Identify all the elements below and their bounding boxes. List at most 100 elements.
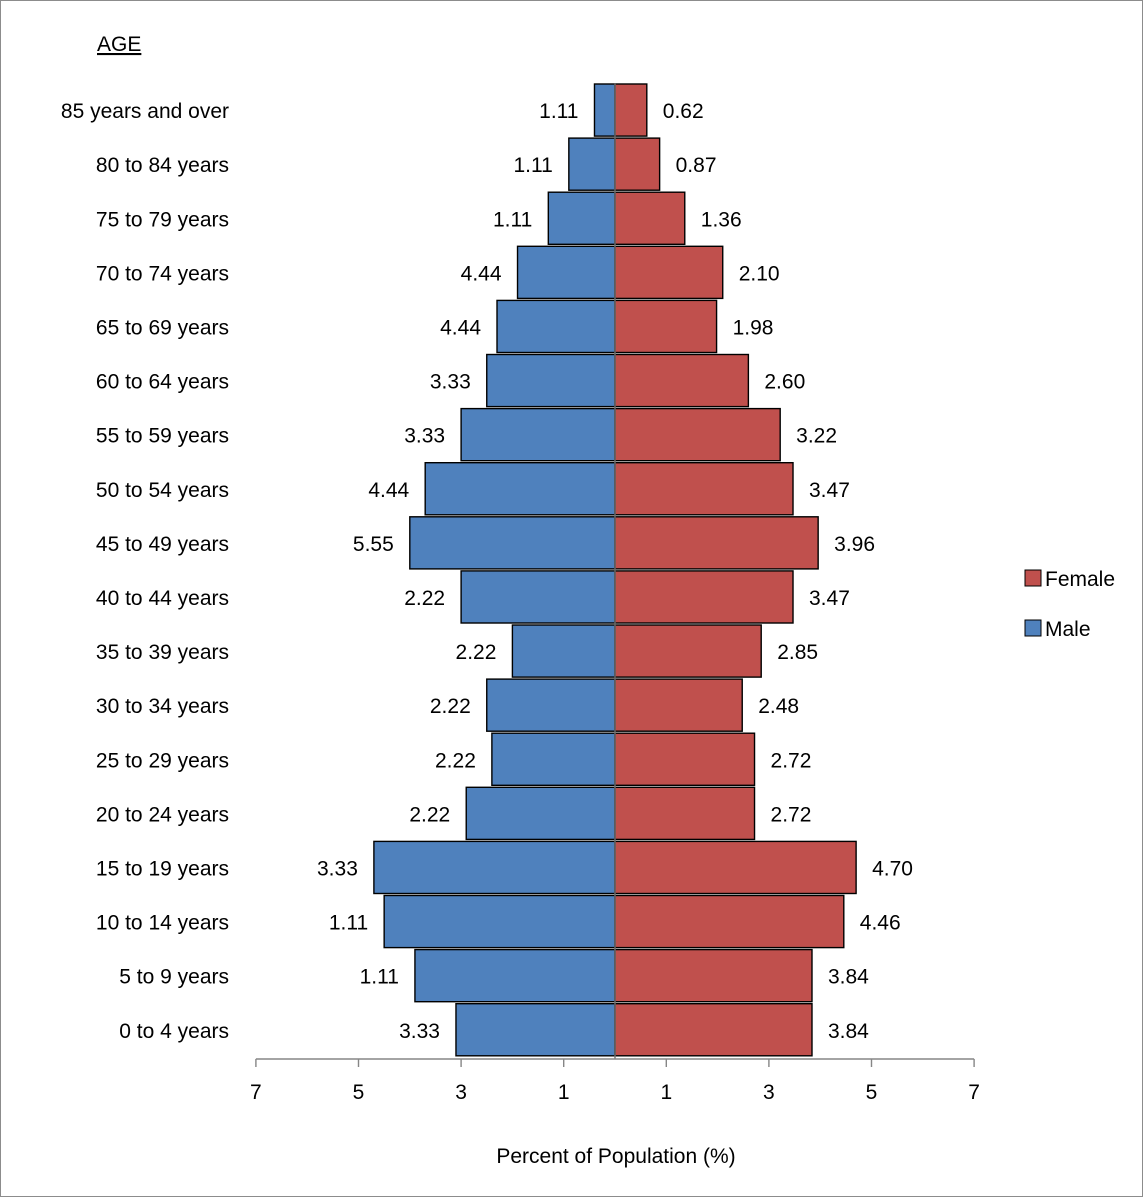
female-bar: [614, 948, 813, 1003]
male-value-label: 2.22: [409, 803, 450, 826]
male-bar: [424, 462, 616, 516]
age-row: 30 to 34 years 2.22 2.48: [96, 678, 799, 732]
age-row: 35 to 39 years 2.22 2.85: [96, 624, 818, 678]
female-bar: [614, 245, 724, 300]
female-value-label: 3.96: [834, 533, 875, 556]
age-group-label: 85 years and over: [61, 100, 229, 123]
female-bar: [614, 462, 794, 516]
female-bar: [614, 516, 819, 570]
female-bar: [614, 191, 686, 245]
male-value-label: 5.55: [353, 533, 394, 556]
male-value-label: 3.33: [317, 857, 358, 880]
age-group-label: 30 to 34 years: [96, 695, 229, 718]
x-tick-label: 1: [558, 1081, 570, 1104]
male-value-label: 4.44: [461, 262, 502, 285]
male-value-label: 2.22: [435, 749, 476, 772]
age-row: 60 to 64 years 3.33 2.60: [96, 353, 805, 408]
age-row: 10 to 14 years 1.11 4.46: [96, 894, 901, 949]
female-bar: [614, 678, 743, 732]
legend-swatch: [1024, 619, 1042, 637]
age-row: 20 to 24 years 2.22 2.72: [96, 786, 812, 841]
age-group-label: 50 to 54 years: [96, 479, 229, 502]
female-value-label: 3.84: [828, 966, 869, 989]
male-value-label: 1.11: [514, 154, 553, 177]
age-group-label: 25 to 29 years: [96, 749, 229, 772]
age-row: 45 to 49 years 5.55 3.96: [96, 516, 875, 570]
male-bar: [409, 516, 616, 570]
x-tick-label: 1: [660, 1081, 672, 1104]
female-value-label: 2.10: [739, 262, 780, 285]
age-row: 40 to 44 years 2.22 3.47: [96, 570, 850, 624]
female-bar: [614, 840, 857, 895]
age-row: 65 to 69 years 4.44 1.98: [96, 299, 774, 354]
male-value-label: 2.22: [404, 587, 445, 610]
female-value-label: 1.36: [701, 208, 742, 231]
x-tick-label: 5: [353, 1081, 365, 1104]
male-bar: [383, 894, 616, 949]
legend-item: Female: [1024, 568, 1115, 591]
age-row: 70 to 74 years 4.44 2.10: [96, 245, 780, 300]
age-row: 85 years and over 1.11 0.62: [61, 83, 704, 137]
y-axis-title: AGE: [97, 33, 141, 56]
male-value-label: 3.33: [399, 1020, 440, 1043]
age-row: 15 to 19 years 3.33 4.70: [96, 840, 913, 895]
male-bar: [496, 299, 616, 354]
age-row: 50 to 54 years 4.44 3.47: [96, 462, 850, 516]
female-bar: [614, 624, 762, 678]
male-bar: [568, 137, 616, 191]
female-bar: [614, 732, 756, 787]
female-bar: [614, 1003, 813, 1057]
x-tick-label: 5: [866, 1081, 878, 1104]
female-value-label: 3.84: [828, 1020, 869, 1043]
male-value-label: 4.44: [440, 316, 481, 339]
female-value-label: 2.72: [771, 803, 812, 826]
age-group-label: 60 to 64 years: [96, 371, 229, 394]
age-group-label: 5 to 9 years: [119, 966, 229, 989]
male-bar: [491, 732, 616, 787]
age-row: 25 to 29 years 2.22 2.72: [96, 732, 811, 787]
chart-rows: 85 years and over 1.11 0.62 80 to 84 years 1…: [61, 83, 913, 1059]
female-bar: [614, 137, 661, 191]
male-bar: [373, 840, 616, 895]
male-value-label: 1.11: [329, 912, 368, 935]
x-tick-label: 7: [968, 1081, 980, 1104]
female-bar: [614, 83, 648, 137]
female-value-label: 2.60: [764, 371, 805, 394]
female-value-label: 0.87: [676, 154, 717, 177]
age-group-label: 65 to 69 years: [96, 316, 229, 339]
age-group-label: 75 to 79 years: [96, 208, 229, 231]
female-value-label: 2.48: [758, 695, 799, 718]
age-group-label: 55 to 59 years: [96, 425, 229, 448]
male-value-label: 1.11: [493, 208, 532, 231]
legend-item: Male: [1024, 618, 1091, 641]
female-value-label: 3.47: [809, 479, 850, 502]
male-bar: [455, 1003, 616, 1057]
x-tick-label: 3: [763, 1081, 775, 1104]
male-bar: [511, 624, 616, 678]
age-group-label: 20 to 24 years: [96, 803, 229, 826]
age-group-label: 40 to 44 years: [96, 587, 229, 610]
age-group-label: 10 to 14 years: [96, 912, 229, 935]
x-axis-title: Percent of Population (%): [496, 1145, 735, 1168]
female-value-label: 3.22: [796, 425, 837, 448]
female-value-label: 2.85: [777, 641, 818, 664]
chart-legend: Female Male: [1024, 568, 1115, 641]
male-value-label: 3.33: [404, 425, 445, 448]
female-value-label: 3.47: [809, 587, 850, 610]
male-bar: [547, 191, 616, 245]
female-bar: [614, 353, 750, 408]
age-row: 80 to 84 years 1.11 0.87: [96, 137, 717, 191]
age-row: 0 to 4 years 3.33 3.84: [119, 1003, 869, 1057]
male-bar: [414, 948, 616, 1003]
age-row: 75 to 79 years 1.11 1.36: [96, 191, 742, 245]
male-value-label: 2.22: [430, 695, 471, 718]
male-value-label: 1.11: [360, 966, 399, 989]
legend-swatch: [1024, 569, 1042, 587]
male-bar: [516, 245, 616, 300]
male-bar: [460, 407, 616, 462]
female-value-label: 1.98: [733, 316, 774, 339]
age-row: 5 to 9 years 1.11 3.84: [119, 948, 869, 1003]
female-bar: [614, 894, 845, 949]
